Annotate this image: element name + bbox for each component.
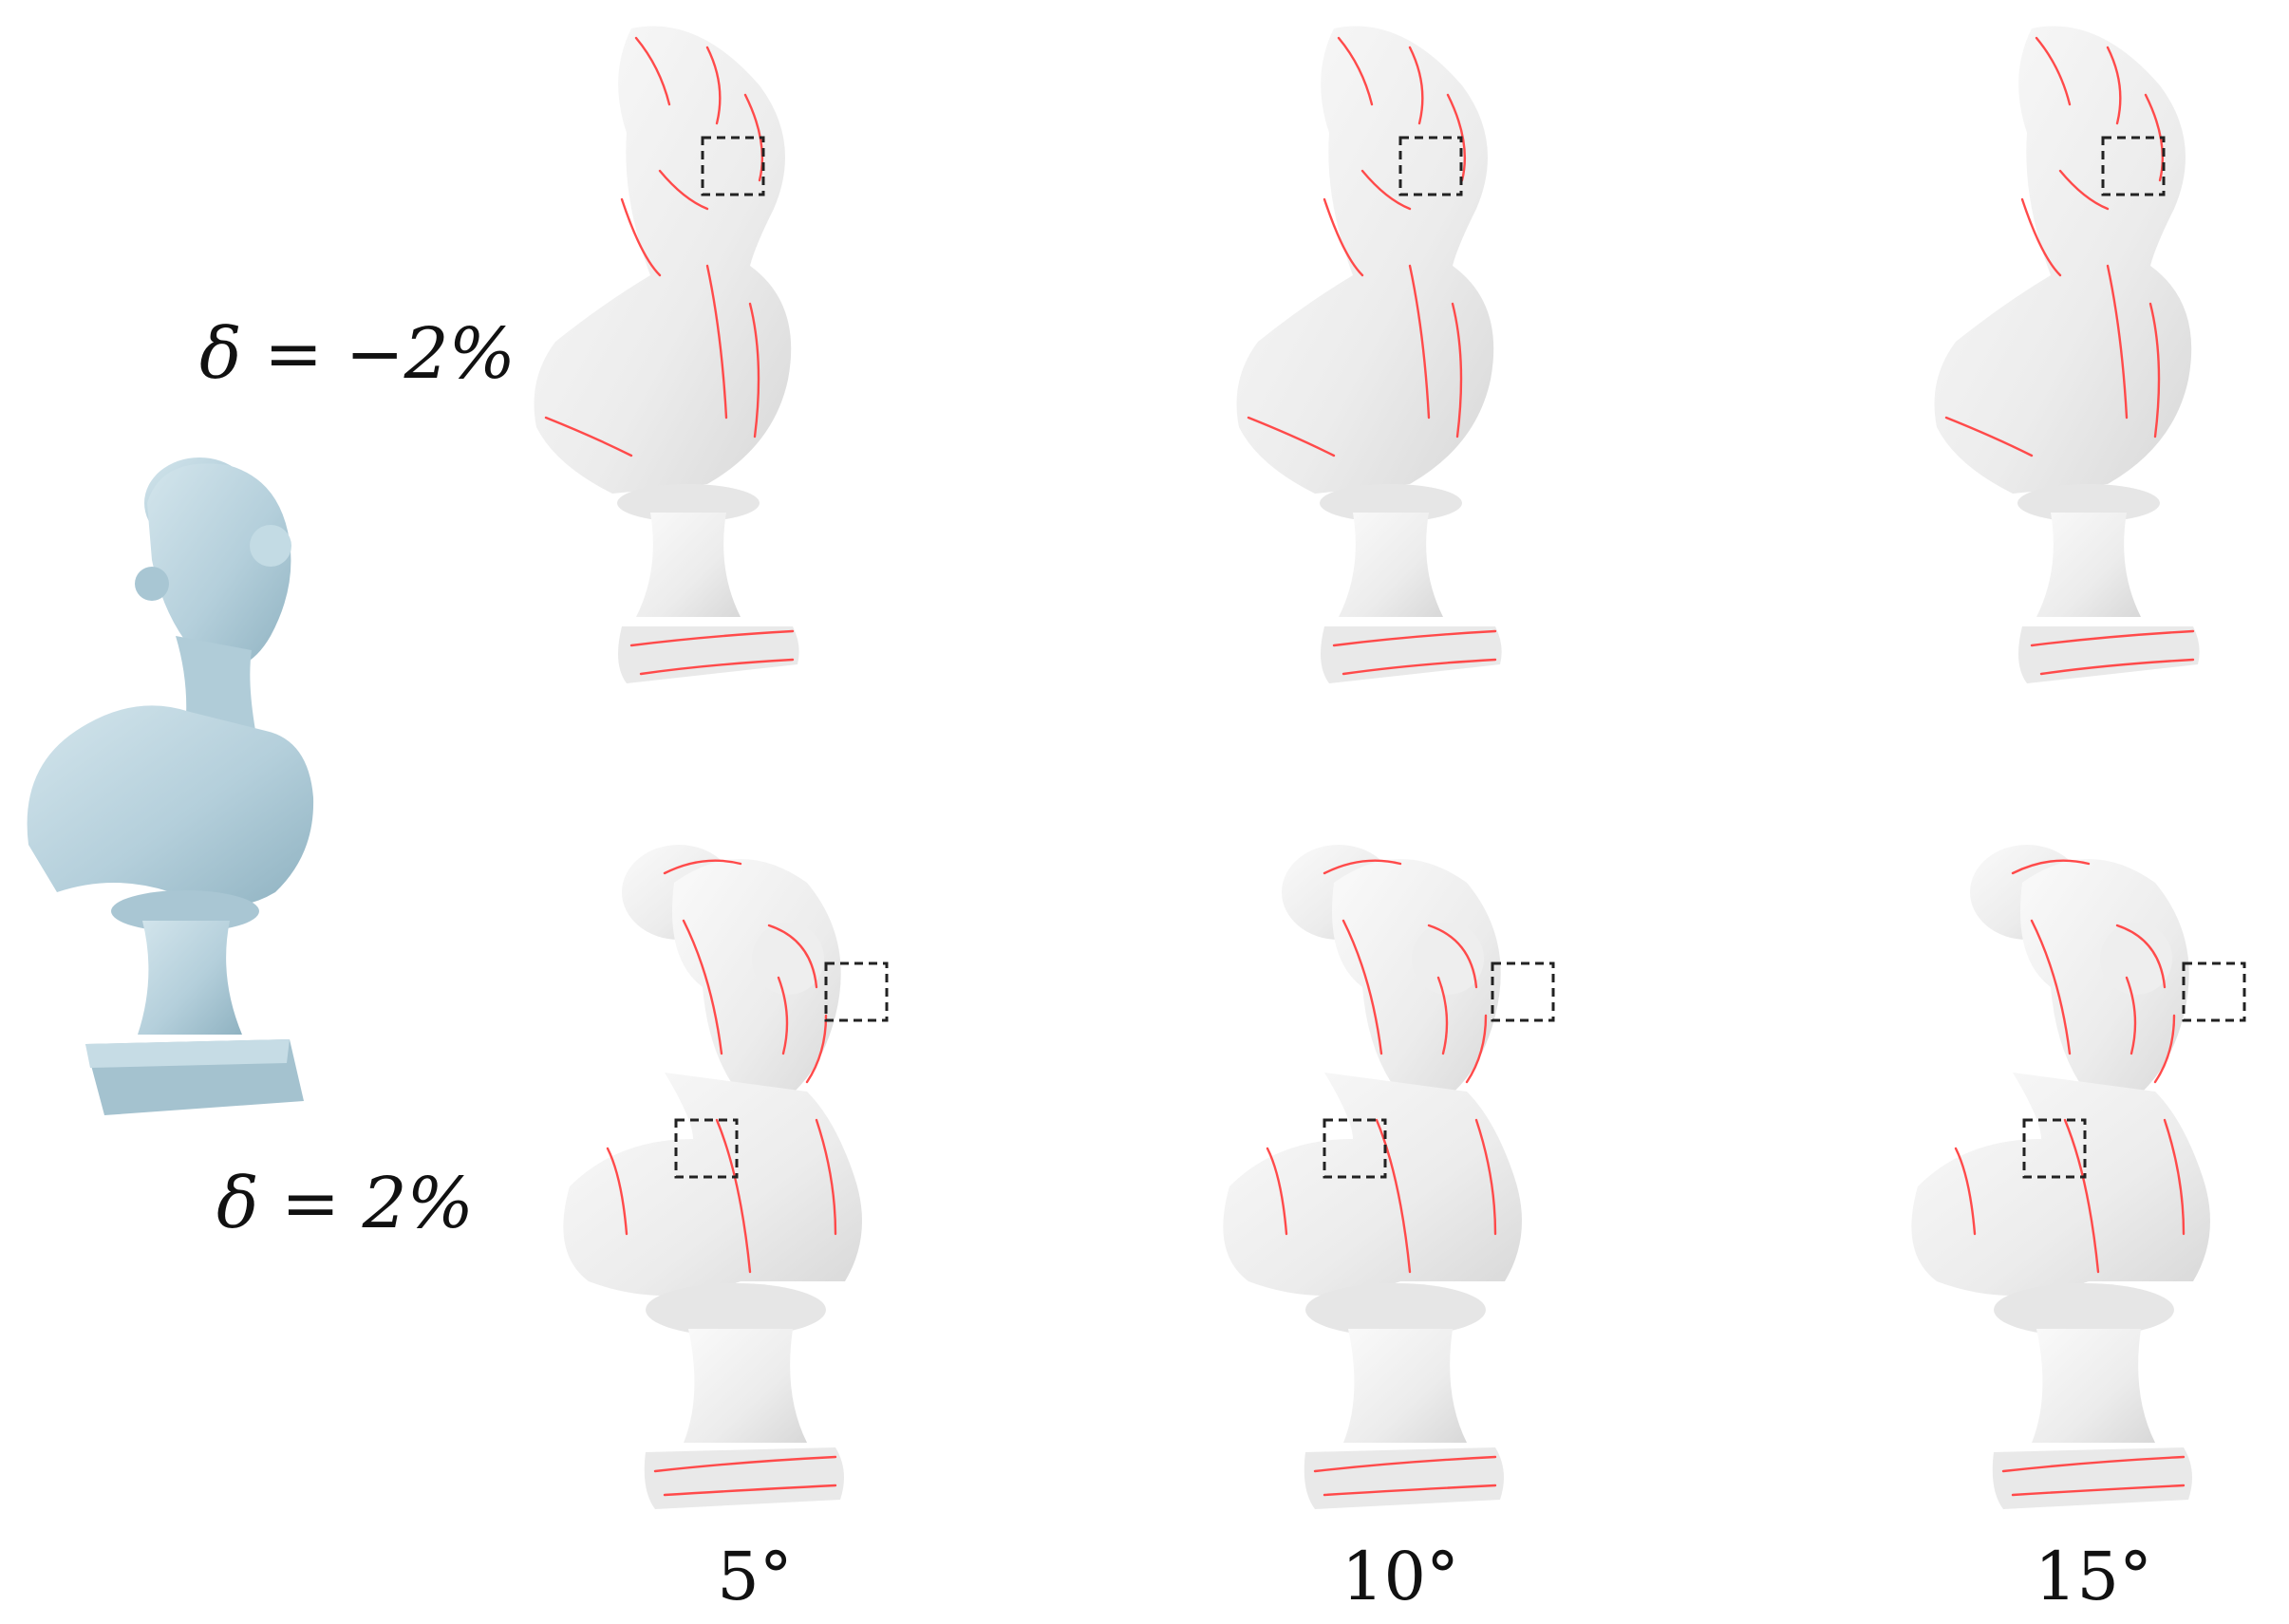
reference-bust-image [27,457,314,1115]
result-bust-row2-col3 [1911,845,2246,1509]
col-label-5deg: 5° [717,1538,793,1615]
result-bust-row2-col2 [1223,845,1555,1509]
col-label-10deg: 10° [1341,1538,1460,1615]
row-label-delta-2: δ = 2% [216,1163,474,1244]
result-bust-row1-col1 [534,26,799,683]
row-label-delta-neg2: δ = −2% [199,313,516,395]
col-label-15deg: 15° [2034,1538,2153,1615]
result-bust-row1-col2 [1236,26,1502,683]
result-bust-row2-col1 [563,845,889,1509]
result-bust-row1-col3 [1934,26,2200,683]
